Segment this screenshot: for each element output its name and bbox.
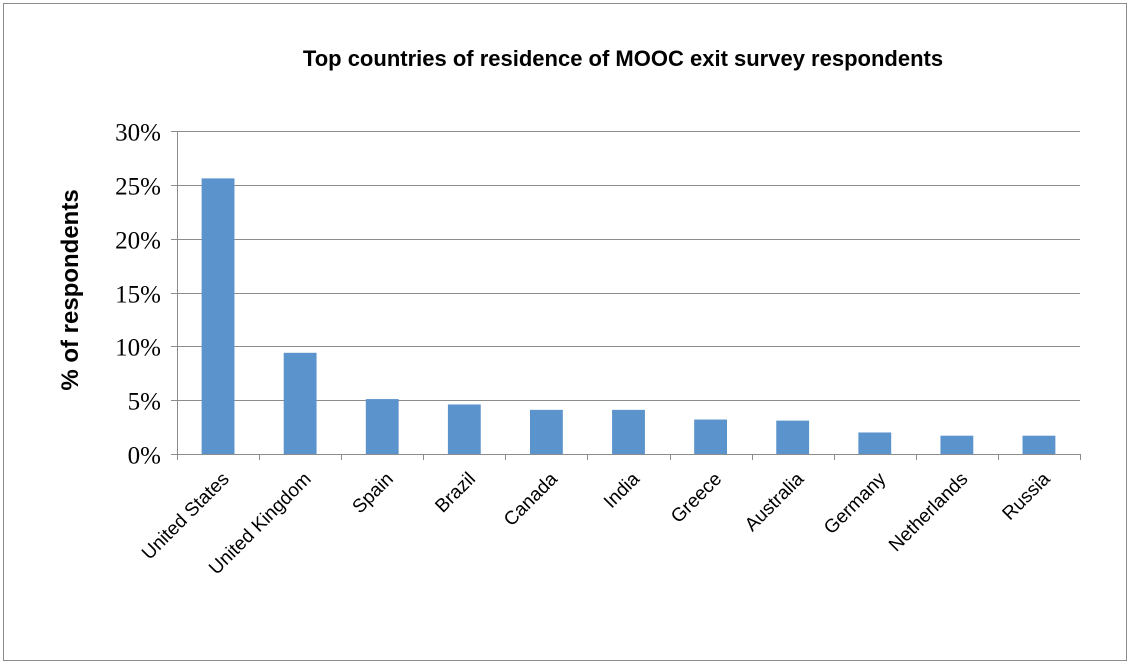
x-tick-label: Brazil [431,469,479,517]
bar-united-states [201,178,235,454]
x-tick-label: Russia [999,468,1055,524]
bar-canada [529,409,563,454]
bars [201,178,1056,454]
x-tick-label: Greece [667,469,726,528]
x-tick-label: Germany [820,468,890,538]
x-tick-label: Australia [741,468,808,535]
y-tick-label: 30% [115,120,161,147]
y-axis-label: % of respondents [57,189,84,390]
y-tick-label: 25% [115,174,161,201]
chart-title: Top countries of residence of MOOC exit … [303,46,943,71]
x-tick-label: Canada [500,468,562,530]
bar-greece [694,419,728,454]
x-tick-label: Netherlands [885,469,972,556]
x-tick-label: Spain [349,469,398,518]
bar-russia [1022,435,1056,454]
bar-united-kingdom [283,352,317,454]
bar-india [612,409,645,454]
bar-netherlands [940,435,974,454]
y-tick-label: 5% [128,389,161,416]
bar-germany [858,432,892,454]
x-tick-label: India [600,468,644,512]
bar-spain [365,399,399,454]
y-tick-label: 20% [115,228,161,255]
bar-brazil [447,404,481,454]
axes [171,131,1081,460]
gridlines [177,131,1080,401]
y-tick-label: 0% [128,443,161,470]
y-tick-label: 15% [115,282,161,309]
y-tick-labels: 0% 5% 10% 15% 20% 25% 30% [115,120,161,470]
y-tick-label: 10% [115,335,161,362]
bar-australia [776,420,810,454]
chart-frame [3,3,1127,661]
